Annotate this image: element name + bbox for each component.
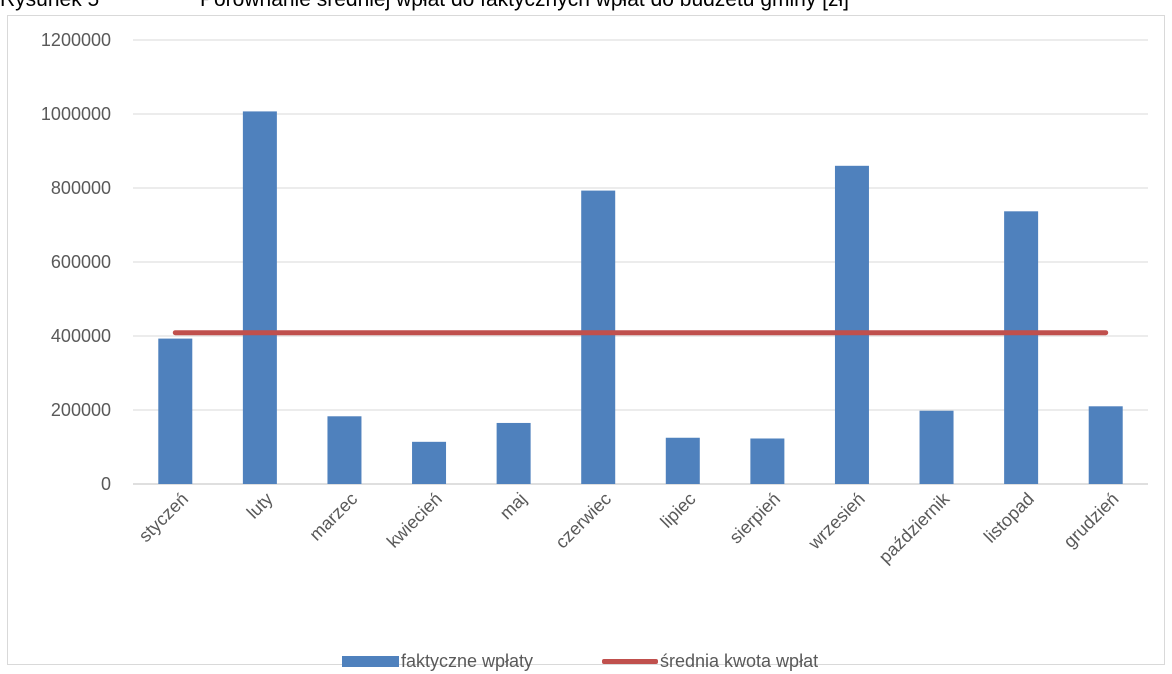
y-tick-label: 1200000	[41, 30, 111, 50]
y-tick-label: 0	[101, 474, 111, 494]
x-axis-ticks: styczeń luty marzec kwiecień maj czerwiec lipi…	[135, 488, 1123, 567]
figure-caption-label: Rysunek 5	[0, 0, 99, 12]
bar-czerwiec	[581, 190, 616, 484]
x-tick-label: lipiec	[656, 489, 699, 532]
bar-lipiec	[665, 437, 700, 484]
legend-item-line-series: średnia kwota wpłat	[602, 648, 818, 674]
bar-sierpień	[750, 438, 785, 484]
bar-styczeń	[158, 338, 193, 484]
legend-label-bar-series: faktyczne wpłaty	[401, 650, 534, 671]
legend-swatch-bar	[342, 655, 399, 667]
x-tick-label: marzec	[305, 489, 361, 545]
x-tick-label: kwiecień	[383, 489, 446, 552]
bar-listopad	[1004, 211, 1039, 484]
y-axis-ticks: 0 200000 400000 600000 800000 1000000 1200000	[41, 30, 111, 494]
chart-legend: faktyczne wpłaty średnia kwota wpłat	[0, 648, 1172, 674]
bar-wrzesień	[834, 165, 869, 485]
bar-maj	[496, 422, 531, 484]
bar-październik	[919, 410, 954, 484]
x-tick-label: luty	[243, 489, 277, 523]
y-tick-label: 200000	[51, 400, 111, 420]
bar-series	[158, 111, 1123, 485]
legend-label-line-series: średnia kwota wpłat	[660, 650, 819, 671]
x-tick-label: październik	[875, 488, 954, 567]
y-tick-label: 600000	[51, 252, 111, 272]
legend-item-bar-series: faktyczne wpłaty	[342, 648, 533, 674]
x-tick-label: styczeń	[135, 489, 192, 546]
bar-grudzień	[1088, 406, 1123, 484]
x-tick-label: czerwiec	[551, 489, 615, 553]
y-tick-label: 1000000	[41, 104, 111, 124]
y-tick-label: 400000	[51, 326, 111, 346]
x-tick-label: listopad	[980, 489, 1038, 547]
bar-luty	[242, 111, 277, 484]
grid-lines	[133, 39, 1148, 485]
x-tick-label: maj	[496, 489, 531, 524]
y-tick-label: 800000	[51, 178, 111, 198]
figure-caption-title: Porównanie średniej wpłat do faktycznych…	[200, 0, 849, 12]
bar-kwiecień	[412, 441, 447, 484]
x-tick-label: wrzesień	[804, 489, 869, 554]
bar-marzec	[327, 416, 362, 484]
x-tick-label: grudzień	[1060, 489, 1123, 552]
legend-swatch-line	[602, 658, 658, 664]
x-tick-label: sierpień	[725, 489, 784, 548]
figure-caption: Rysunek 5 Porównanie średniej wpłat do f…	[0, 0, 1172, 12]
